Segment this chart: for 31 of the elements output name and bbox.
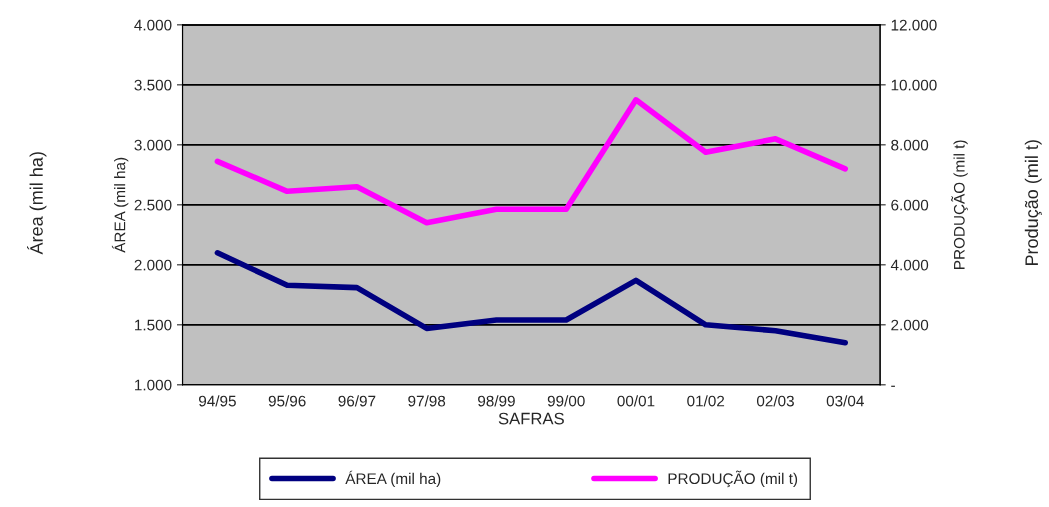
x-tick-label: 98/99: [478, 395, 515, 407]
x-tick-label: 01/02: [687, 395, 725, 407]
y2-tick-label: 10.000: [891, 79, 937, 91]
x-tick-label: 95/96: [268, 395, 306, 407]
y-tick-label: 1.000: [135, 379, 172, 391]
text: Área (mil ha): [27, 152, 47, 255]
x-tick-label: 03/04: [826, 395, 864, 407]
legend-label: ÁREA (mil ha): [345, 470, 441, 488]
y2-tick-label: 2.000: [891, 319, 929, 331]
y2-tick-label: 8.000: [891, 139, 929, 151]
y-tick-label: 2.500: [134, 199, 172, 211]
y2-axis-title: PRODUÇÃO (mil t): [951, 140, 968, 269]
x-tick-label: 94/95: [199, 395, 236, 407]
y-tick-label: 1.500: [135, 319, 172, 331]
x-axis-title: SAFRAS: [498, 412, 564, 425]
y-tick-label: 3.000: [134, 139, 172, 151]
x-tick-label: 00/01: [617, 395, 655, 407]
y-axis-title: ÁREA (mil ha): [111, 157, 129, 253]
y2-tick-label: 4.000: [890, 259, 929, 271]
x-tick-label: 97/98: [408, 395, 446, 407]
y2-tick-label: -: [891, 385, 895, 387]
legend-label: PRODUÇÃO (mil t): [668, 470, 798, 488]
y-tick-label: 4.000: [134, 19, 172, 31]
x-tick-label: 96/97: [338, 395, 376, 407]
text: Produção (mil t): [1024, 140, 1042, 266]
y-tick-label: 3.500: [134, 79, 172, 91]
y-tick-label: 2.000: [134, 259, 172, 271]
x-tick-label: 02/03: [756, 395, 794, 407]
y2-tick-label: 12.000: [891, 19, 937, 31]
x-tick-label: 99/00: [547, 395, 585, 407]
y2-tick-label: 6.000: [891, 199, 929, 211]
